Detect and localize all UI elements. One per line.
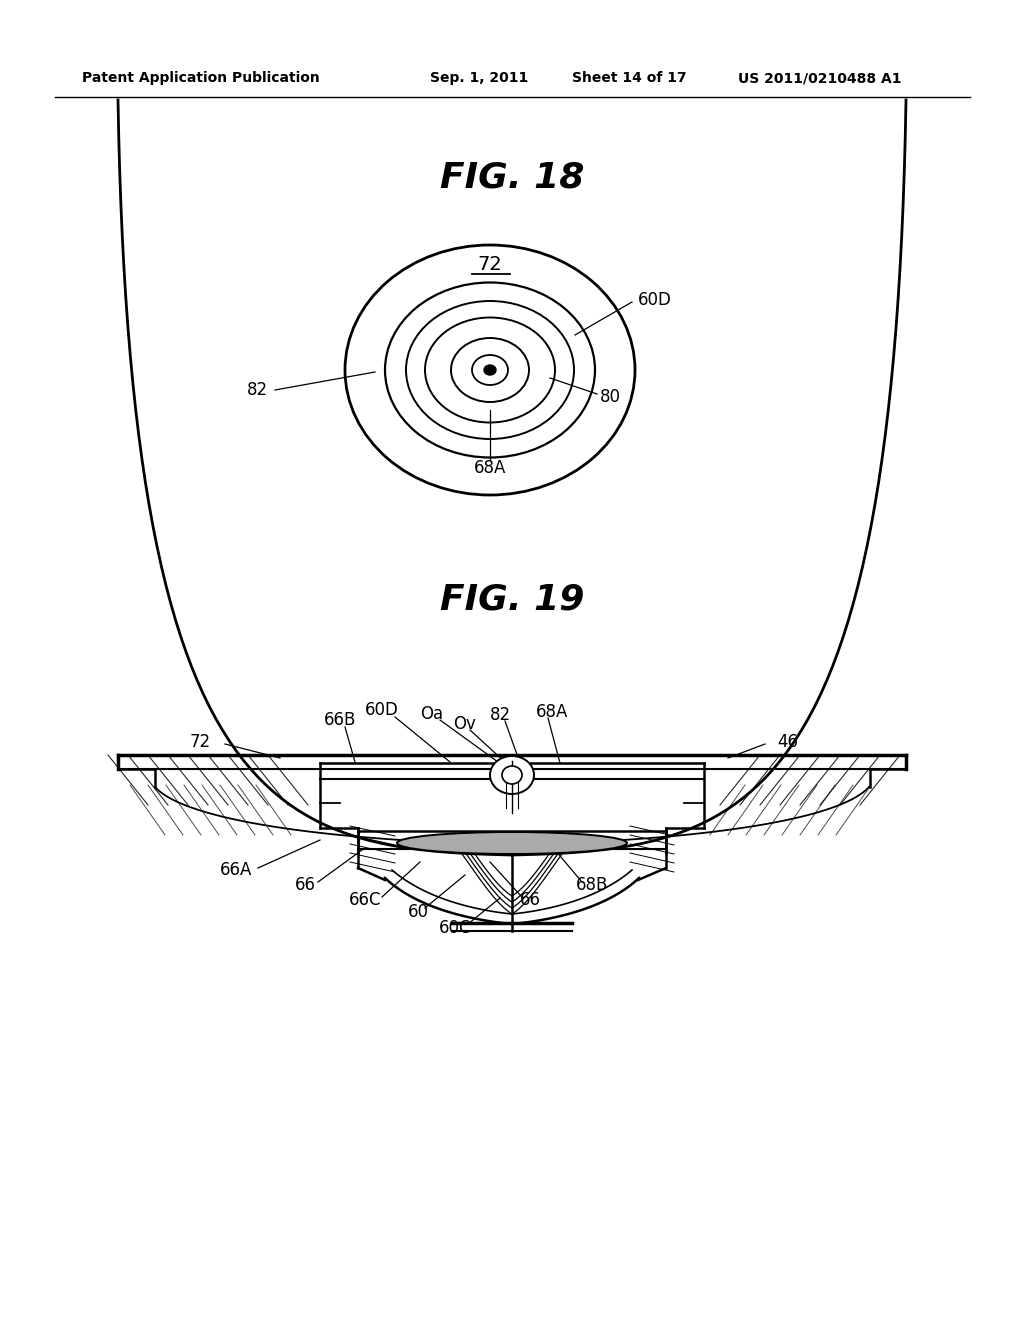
Text: 60: 60 (408, 903, 428, 921)
Text: 68A: 68A (474, 459, 506, 477)
Text: 66B: 66B (324, 711, 356, 729)
Ellipse shape (484, 366, 496, 375)
Text: Sep. 1, 2011: Sep. 1, 2011 (430, 71, 528, 84)
Text: 68A: 68A (536, 704, 568, 721)
Ellipse shape (490, 756, 534, 795)
Text: FIG. 18: FIG. 18 (440, 161, 584, 195)
Text: 66: 66 (519, 891, 541, 909)
Text: 66: 66 (295, 876, 315, 894)
Text: 68B: 68B (575, 876, 608, 894)
Text: 46: 46 (777, 733, 799, 751)
Text: 82: 82 (247, 381, 268, 399)
Ellipse shape (502, 766, 522, 784)
Text: 66C: 66C (349, 891, 381, 909)
Ellipse shape (397, 832, 627, 854)
Ellipse shape (472, 355, 508, 385)
Text: 72: 72 (189, 733, 211, 751)
Text: 82: 82 (489, 706, 511, 723)
Text: 66A: 66A (220, 861, 252, 879)
Text: 72: 72 (477, 256, 503, 275)
Text: Ov: Ov (454, 715, 476, 733)
Text: 60D: 60D (638, 290, 672, 309)
Text: 60D: 60D (366, 701, 399, 719)
Text: Oa: Oa (421, 705, 443, 723)
Text: Sheet 14 of 17: Sheet 14 of 17 (572, 71, 687, 84)
Text: FIG. 19: FIG. 19 (440, 583, 584, 616)
Text: 60C: 60C (438, 919, 471, 937)
Text: Patent Application Publication: Patent Application Publication (82, 71, 319, 84)
Text: 80: 80 (600, 388, 621, 407)
Text: US 2011/0210488 A1: US 2011/0210488 A1 (738, 71, 901, 84)
